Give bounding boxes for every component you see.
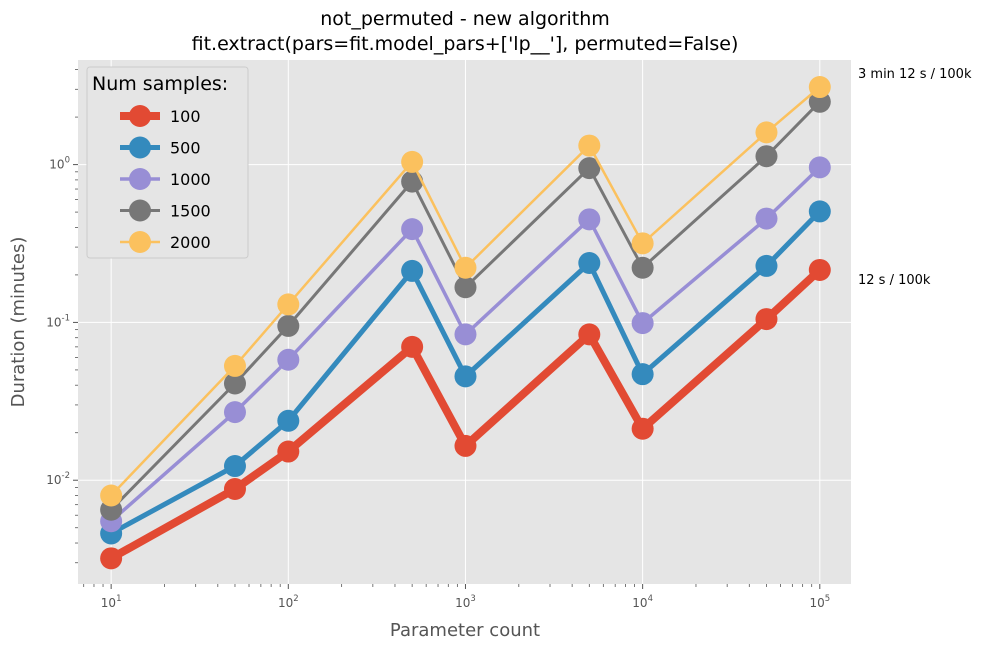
series-500 (100, 200, 831, 545)
data-point-500 (755, 254, 778, 277)
y-axis-label: Duration (minutes) (8, 237, 29, 408)
data-point-100 (755, 308, 778, 331)
data-point-1500 (277, 314, 300, 337)
legend-item-2000: 2000 (120, 231, 211, 253)
data-point-1000 (755, 207, 778, 230)
data-point-2000 (454, 256, 477, 279)
data-point-500 (454, 365, 477, 388)
legend: Num samples: 100 500 1000 1500 2000 (86, 66, 249, 259)
annotation-bottom: 12 s / 100k (858, 273, 931, 288)
data-point-100 (277, 440, 300, 463)
legend-item-1500: 1500 (120, 199, 211, 222)
data-point-1500 (223, 372, 246, 395)
legend-label-100: 100 (170, 107, 201, 126)
data-point-100 (631, 417, 654, 440)
data-point-1500 (631, 256, 654, 279)
y-tick-label: 10-2 (46, 471, 70, 487)
x-tick-label: 103 (455, 594, 476, 610)
data-point-2000 (223, 354, 246, 377)
data-point-2000 (100, 484, 123, 507)
data-point-500 (808, 200, 831, 223)
data-point-1500 (755, 145, 778, 168)
chart-subtitle: fit.extract(pars=fit.model_pars+['lp__']… (192, 33, 739, 55)
data-point-1000 (277, 348, 300, 371)
series-1500 (100, 90, 831, 521)
legend-label-1000: 1000 (170, 170, 211, 189)
data-point-2000 (808, 76, 831, 99)
data-point-1000 (631, 312, 654, 335)
series-2000 (100, 76, 831, 507)
data-point-500 (631, 363, 654, 386)
series-layer (100, 76, 831, 570)
annotation-top: 3 min 12 s / 100k (858, 67, 972, 82)
legend-label-500: 500 (170, 139, 201, 158)
data-point-2000 (755, 121, 778, 144)
data-point-500 (277, 409, 300, 432)
legend-label-1500: 1500 (170, 202, 211, 221)
legend-label-2000: 2000 (170, 233, 211, 252)
data-point-1000 (401, 218, 424, 241)
data-point-1500 (454, 276, 477, 299)
legend-title: Num samples: (92, 73, 228, 95)
data-point-2000 (277, 293, 300, 316)
legend-marker-2000 (129, 231, 151, 253)
data-point-2000 (578, 134, 601, 157)
legend-marker-1500 (129, 199, 151, 222)
data-point-100 (578, 323, 601, 346)
data-point-1000 (454, 323, 477, 346)
data-point-2000 (631, 232, 654, 255)
legend-item-1000: 1000 (120, 168, 211, 190)
data-point-1000 (578, 208, 601, 231)
legend-marker-500 (129, 136, 151, 159)
data-point-100 (401, 335, 424, 358)
data-point-100 (223, 477, 246, 500)
legend-marker-100 (129, 105, 151, 127)
data-point-100 (100, 547, 123, 570)
data-point-1000 (223, 401, 246, 424)
y-tick-label: 100 (49, 156, 70, 172)
x-tick-label: 102 (278, 594, 299, 610)
data-point-1500 (401, 170, 424, 193)
series-1000 (100, 156, 831, 533)
data-point-2000 (401, 150, 424, 173)
legend-item-100: 100 (120, 105, 201, 127)
chart-title: not_permuted - new algorithm (320, 8, 610, 30)
series-100 (100, 258, 831, 570)
data-point-1000 (808, 156, 831, 179)
data-point-100 (454, 434, 477, 457)
legend-items: 100 500 1000 1500 2000 (120, 105, 211, 253)
x-tick-label: 104 (632, 594, 653, 610)
legend-item-500: 500 (120, 136, 201, 159)
axis-ticks: 101 102 103 104 105 10-2 10-1 100 (46, 69, 830, 610)
x-tick-label: 101 (101, 594, 122, 610)
data-point-500 (401, 259, 424, 282)
data-point-500 (223, 455, 246, 478)
data-point-100 (808, 258, 831, 281)
y-tick-label: 10-1 (46, 313, 70, 329)
legend-frame (86, 66, 249, 259)
x-tick-label: 105 (809, 594, 830, 610)
x-axis-label: Parameter count (390, 620, 540, 641)
data-point-500 (578, 251, 601, 274)
legend-marker-1000 (129, 168, 151, 190)
data-point-1500 (578, 157, 601, 180)
